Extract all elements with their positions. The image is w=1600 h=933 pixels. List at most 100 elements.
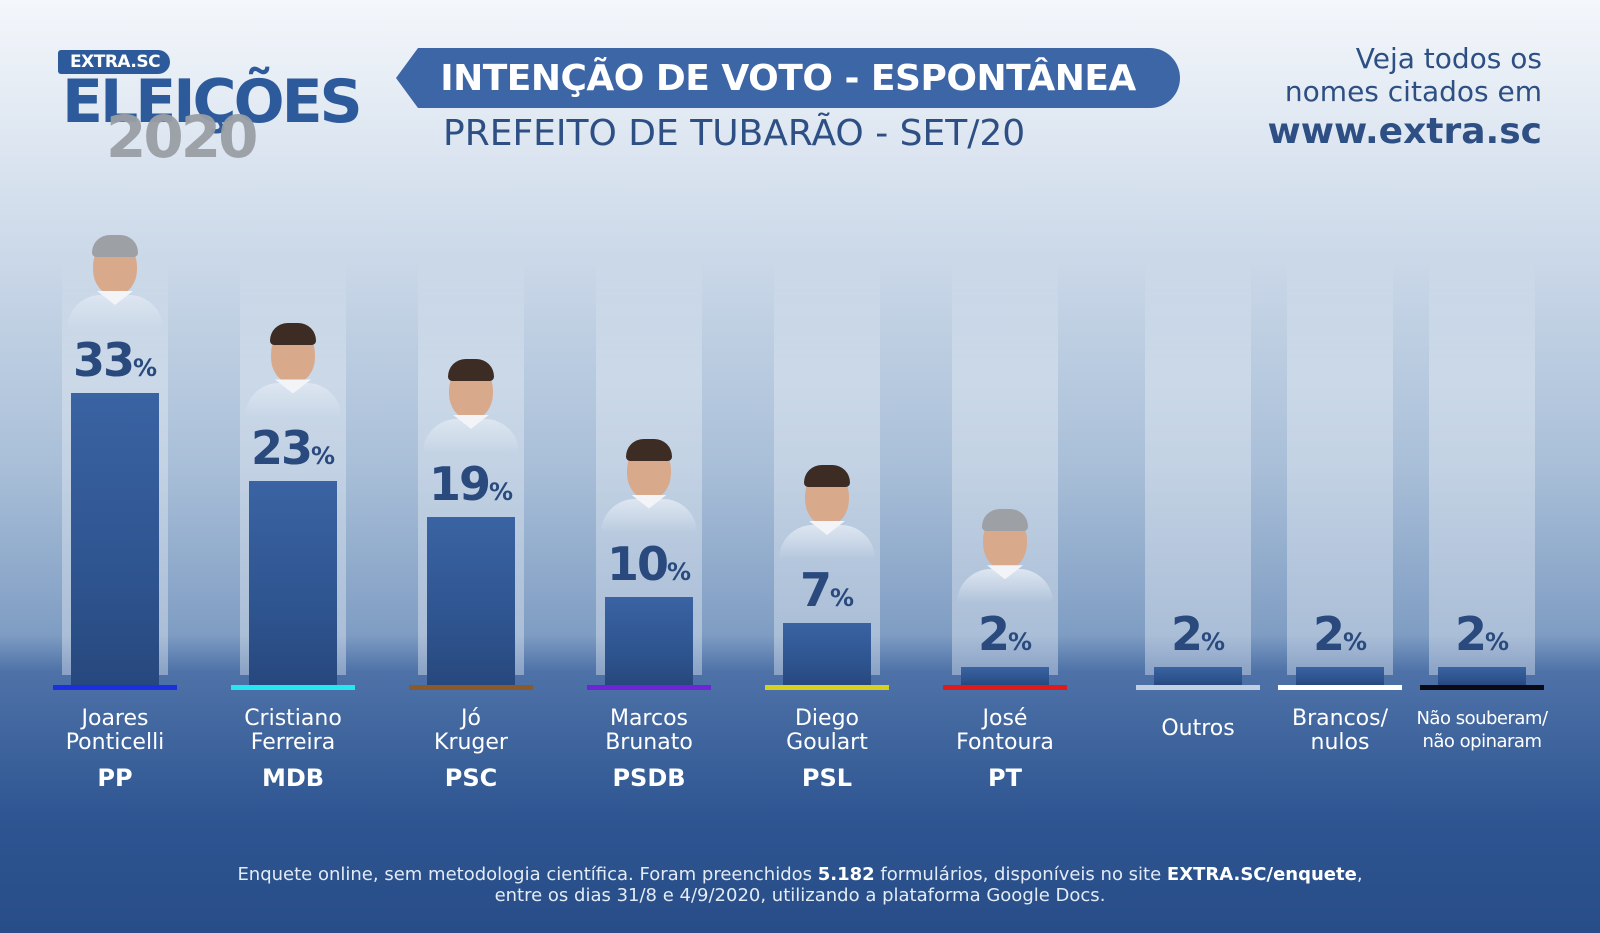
portrait-hair bbox=[448, 358, 494, 381]
category-label: Joares Ponticelli bbox=[40, 707, 190, 755]
party-color-bar bbox=[409, 685, 533, 690]
footnote-site[interactable]: EXTRA.SC/enquete bbox=[1166, 864, 1357, 885]
footnote-count: 5.182 bbox=[817, 864, 875, 885]
category-label-line-2: não opinaram bbox=[1422, 731, 1542, 752]
column-background bbox=[1429, 255, 1535, 675]
value-number: 19 bbox=[428, 456, 491, 511]
value-label: 23% bbox=[223, 423, 363, 481]
bar[interactable]: 2 bbox=[1438, 667, 1526, 685]
category-label-line-1: Diego bbox=[794, 706, 859, 731]
bar[interactable]: 2 bbox=[1296, 667, 1384, 685]
value-number: 10 bbox=[606, 536, 669, 591]
value-number: 2 bbox=[1312, 607, 1345, 662]
portrait-hair bbox=[92, 235, 138, 257]
party-label: PSL bbox=[801, 764, 853, 792]
category-label: José Fontoura bbox=[930, 707, 1080, 755]
footnote: Enquete online, sem metodologia científi… bbox=[0, 864, 1600, 906]
percent-sign: % bbox=[1342, 628, 1368, 657]
party-label: PT bbox=[988, 764, 1022, 792]
promo: Veja todos os nomes citados em www.extra… bbox=[1268, 42, 1542, 154]
candidate-portrait-icon bbox=[777, 463, 877, 560]
value-number: 2 bbox=[1170, 607, 1203, 662]
category-label-line-2: Brunato bbox=[605, 730, 693, 755]
category-label-line-2: Goulart bbox=[786, 730, 868, 755]
footnote-text-1: Enquete online, sem metodologia científi… bbox=[237, 864, 818, 885]
category-label: Marcos Brunato bbox=[574, 707, 724, 755]
column-background bbox=[1287, 255, 1393, 675]
value-label: 7% bbox=[757, 565, 897, 623]
category-label-line-1: Marcos bbox=[609, 706, 689, 731]
percent-sign: % bbox=[310, 442, 336, 471]
value-label: 10% bbox=[579, 539, 719, 597]
candidate-portrait-icon bbox=[955, 507, 1055, 604]
party-color-bar bbox=[765, 685, 889, 690]
candidate-portrait-icon bbox=[243, 321, 343, 418]
percent-sign: % bbox=[132, 354, 158, 382]
bar[interactable]: 33 bbox=[71, 393, 159, 685]
percent-sign: % bbox=[1007, 628, 1033, 657]
column-background bbox=[952, 255, 1058, 675]
bar[interactable]: 2 bbox=[1154, 667, 1242, 685]
party-color-bar bbox=[231, 685, 355, 690]
value-label: 33% bbox=[45, 335, 185, 393]
percent-sign: % bbox=[488, 477, 514, 506]
category-label-line-2: Kruger bbox=[434, 730, 508, 755]
promo-line-1: Veja todos os bbox=[1355, 42, 1542, 75]
category-label-line-1: Não souberam/ bbox=[1416, 708, 1548, 729]
bar[interactable]: 19 bbox=[427, 516, 515, 685]
portrait-hair bbox=[270, 323, 316, 346]
promo-line-2: nomes citados em bbox=[1284, 75, 1542, 108]
value-number: 2 bbox=[1454, 607, 1487, 662]
category-label-line-1: Joares bbox=[81, 706, 149, 731]
chart-subtitle: PREFEITO DE TUBARÃO - SET/20 bbox=[443, 113, 1026, 154]
party-color-bar bbox=[943, 685, 1067, 690]
category-label-line-1: Outros bbox=[1161, 716, 1235, 741]
party-color-bar bbox=[53, 685, 177, 690]
category-label: Brancos/nulos bbox=[1265, 707, 1415, 755]
portrait-hair bbox=[804, 465, 850, 488]
category-label-line-2: Ponticelli bbox=[65, 730, 165, 755]
value-number: 7 bbox=[799, 563, 832, 618]
category-label-line-2: Ferreira bbox=[250, 730, 336, 755]
footnote-line-1: Enquete online, sem metodologia científi… bbox=[0, 864, 1600, 885]
percent-sign: % bbox=[829, 584, 855, 613]
logo-year: 2020 bbox=[106, 103, 258, 171]
party-label: MDB bbox=[261, 764, 325, 792]
category-label: Diego Goulart bbox=[752, 707, 902, 755]
footnote-text-3: , bbox=[1356, 864, 1363, 885]
value-number: 33 bbox=[72, 333, 135, 387]
percent-sign: % bbox=[1200, 628, 1226, 657]
party-label: PP bbox=[97, 764, 133, 792]
footnote-text-2: formulários, disponíveis no site bbox=[874, 864, 1167, 885]
category-label-line-1: Cristiano bbox=[244, 706, 342, 731]
category-label-line-1: Jó bbox=[461, 706, 481, 731]
bar[interactable]: 7 bbox=[783, 623, 871, 685]
category-label-line-1: Brancos/ bbox=[1292, 706, 1388, 731]
percent-sign: % bbox=[666, 557, 692, 586]
value-label: 2% bbox=[1412, 609, 1552, 667]
logo-word: ELEIÇÕES bbox=[62, 67, 363, 137]
category-label: Cristiano Ferreira bbox=[218, 707, 368, 755]
party-color-bar bbox=[587, 685, 711, 690]
promo-url[interactable]: www.extra.sc bbox=[1267, 111, 1542, 152]
candidate-portrait-icon bbox=[421, 357, 521, 453]
column-background bbox=[774, 255, 880, 675]
value-label: 2% bbox=[1128, 609, 1268, 667]
logo-brand: EXTRA.SC bbox=[58, 50, 171, 74]
portrait-hair bbox=[626, 438, 672, 461]
category-label-line-1: José bbox=[982, 706, 1028, 731]
category-label: Não souberam/não opinaram bbox=[1407, 707, 1557, 753]
category-label: Outros bbox=[1123, 717, 1273, 741]
eleicoes-logo: EXTRA.SC ELEIÇÕES 2020 bbox=[58, 50, 363, 166]
value-number: 23 bbox=[250, 421, 313, 476]
party-color-bar bbox=[1278, 685, 1402, 690]
value-number: 2 bbox=[977, 607, 1010, 662]
bar[interactable]: 23 bbox=[249, 481, 337, 685]
bar[interactable]: 2 bbox=[961, 667, 1049, 685]
bar[interactable]: 10 bbox=[605, 596, 693, 685]
candidate-portrait-icon bbox=[599, 437, 699, 533]
footnote-line-2: entre os dias 31/8 e 4/9/2020, utilizand… bbox=[494, 885, 1106, 906]
party-label: PSDB bbox=[612, 764, 686, 792]
party-label: PSC bbox=[444, 764, 498, 792]
